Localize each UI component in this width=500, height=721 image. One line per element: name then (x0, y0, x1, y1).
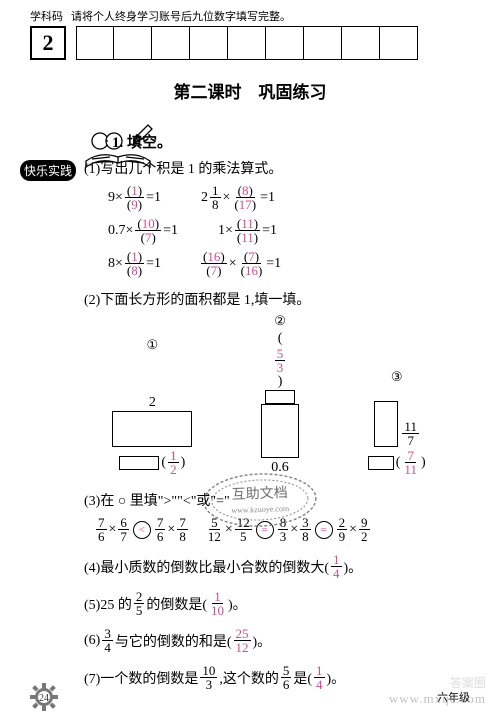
blank-1[interactable] (119, 456, 159, 470)
q1-sub6: (6) 34 与它的倒数的和是( 2512 )。 (84, 627, 470, 654)
grid-cell[interactable] (76, 26, 114, 60)
watermark-text: www.mxqe.com (389, 691, 486, 707)
account-grid[interactable] (76, 26, 418, 60)
blank-2[interactable] (265, 390, 295, 404)
page-title: 第二课时 巩固练习 (0, 78, 500, 103)
rect-1 (112, 411, 192, 447)
svg-text:互助文档: 互助文档 (231, 485, 288, 503)
header-label: 学科码 (30, 8, 63, 24)
blank-3[interactable] (368, 456, 394, 470)
grid-cell[interactable] (304, 26, 342, 60)
grid-cell[interactable] (228, 26, 266, 60)
grid-cell[interactable] (380, 26, 418, 60)
watermark-stamp: 互助文档 www.kzuoye.com (199, 468, 321, 537)
grid-cell[interactable] (152, 26, 190, 60)
expr-2: 2 18 × 817 =1 (201, 184, 275, 211)
grid-cell[interactable] (190, 26, 228, 60)
expr-3: 0.7× 107 =1 (108, 217, 178, 244)
practice-badge: 快乐实践 (20, 160, 76, 181)
q1-sub5: (5)25 的 25 的倒数是( 110 )。 (84, 590, 470, 617)
grid-cell[interactable] (266, 26, 304, 60)
header-note: 请将个人终身学习账号后九位数字填写完整。 (71, 8, 291, 24)
rect-label-2: ② (274, 313, 286, 329)
svg-text:24: 24 (39, 693, 49, 704)
svg-text:www.kzuoye.com: www.kzuoye.com (231, 504, 290, 515)
rect-label-3: ③ (391, 369, 403, 385)
q1-sub4: (4)最小质数的倒数比最小合数的倒数大( 14 )。 (84, 553, 470, 580)
gear-icon: 24 (30, 683, 58, 711)
grid-cell[interactable] (114, 26, 152, 60)
q1-sub2: (2)下面长方形的面积都是 1,填一填。 (84, 289, 470, 309)
q1-sub1: (1)写出几个积是 1 的乘法算式。 (84, 158, 470, 178)
rect-label-1: ① (147, 337, 159, 353)
rect-2 (261, 404, 299, 458)
grid-cell[interactable] (342, 26, 380, 60)
page-number: 24 (30, 683, 58, 711)
expr-6: 167 × 716 =1 (201, 250, 281, 277)
expr-4: 1× 1111 =1 (218, 217, 277, 244)
subject-code-box: 2 (30, 26, 66, 60)
expr-1: 9× 19 =1 (108, 184, 161, 211)
watermark-text-2: 答案圈 (450, 674, 486, 691)
compare-circle-1[interactable]: < (133, 521, 151, 539)
rect-3 (374, 401, 398, 447)
rect-row: ① 2 (12) ② (53) 0.6 ③ (78, 313, 460, 476)
rect1-top: 2 (149, 395, 156, 411)
q1-heading: 1. 填空。 (112, 131, 470, 152)
expr-5: 8× 18 =1 (108, 250, 161, 277)
